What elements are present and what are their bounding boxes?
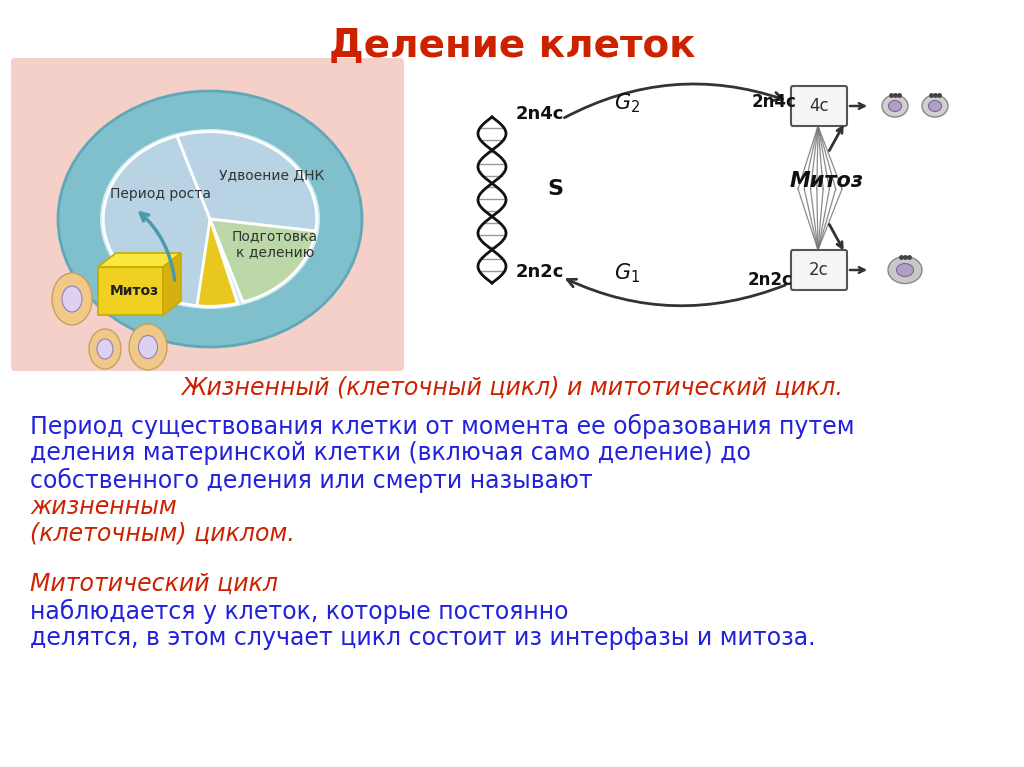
Text: Жизненный (клеточный цикл) и митотический цикл.: Жизненный (клеточный цикл) и митотически…: [181, 375, 843, 399]
Text: (клеточным) циклом.: (клеточным) циклом.: [30, 522, 295, 546]
FancyBboxPatch shape: [791, 250, 847, 290]
Text: 4c: 4c: [809, 97, 828, 115]
Ellipse shape: [100, 129, 319, 309]
Polygon shape: [98, 267, 163, 315]
Polygon shape: [197, 219, 238, 306]
Polygon shape: [103, 136, 238, 306]
Text: 2n4c: 2n4c: [516, 105, 564, 123]
Text: 2c: 2c: [809, 261, 828, 279]
Polygon shape: [210, 219, 315, 302]
Ellipse shape: [922, 95, 948, 117]
Text: Деление клеток: Деление клеток: [329, 27, 695, 65]
Text: $G_2$: $G_2$: [614, 91, 640, 114]
Ellipse shape: [62, 286, 82, 312]
FancyArrowPatch shape: [564, 84, 782, 117]
Text: Период роста: Период роста: [110, 187, 211, 201]
Text: 2n4c: 2n4c: [752, 93, 797, 111]
Text: $G_1$: $G_1$: [614, 261, 640, 285]
Text: делятся, в этом случает цикл состоит из интерфазы и митоза.: делятся, в этом случает цикл состоит из …: [30, 626, 815, 650]
Text: наблюдается у клеток, которые постоянно: наблюдается у клеток, которые постоянно: [30, 599, 568, 624]
Polygon shape: [163, 253, 181, 315]
Text: S: S: [547, 179, 563, 199]
FancyBboxPatch shape: [11, 58, 404, 371]
FancyArrowPatch shape: [140, 213, 175, 280]
Ellipse shape: [97, 339, 113, 359]
Ellipse shape: [882, 95, 908, 117]
Ellipse shape: [889, 100, 901, 111]
Ellipse shape: [888, 256, 922, 284]
Text: Митотический цикл: Митотический цикл: [30, 572, 286, 596]
FancyArrowPatch shape: [567, 279, 785, 306]
Text: Митоз: Митоз: [110, 284, 159, 298]
FancyBboxPatch shape: [791, 86, 847, 126]
Ellipse shape: [129, 324, 167, 370]
Text: 2n2c: 2n2c: [516, 263, 564, 281]
Ellipse shape: [138, 335, 158, 358]
Ellipse shape: [929, 100, 941, 111]
Ellipse shape: [58, 91, 362, 347]
Text: собственного деления или смерти называют: собственного деления или смерти называют: [30, 468, 600, 493]
Ellipse shape: [89, 329, 121, 369]
Text: Подготовка
к делению: Подготовка к делению: [232, 229, 318, 259]
Ellipse shape: [896, 264, 913, 276]
Text: Митоз: Митоз: [790, 171, 864, 191]
Text: жизненным: жизненным: [30, 495, 177, 519]
Text: Период существования клетки от момента ее образования путем: Период существования клетки от момента е…: [30, 414, 854, 439]
Polygon shape: [98, 253, 181, 267]
Polygon shape: [177, 132, 316, 231]
Text: деления материнской клетки (включая само деление) до: деления материнской клетки (включая само…: [30, 441, 751, 465]
Text: Удвоение ДНК: Удвоение ДНК: [219, 168, 325, 182]
Ellipse shape: [52, 273, 92, 325]
Text: 2n2c: 2n2c: [748, 271, 793, 289]
